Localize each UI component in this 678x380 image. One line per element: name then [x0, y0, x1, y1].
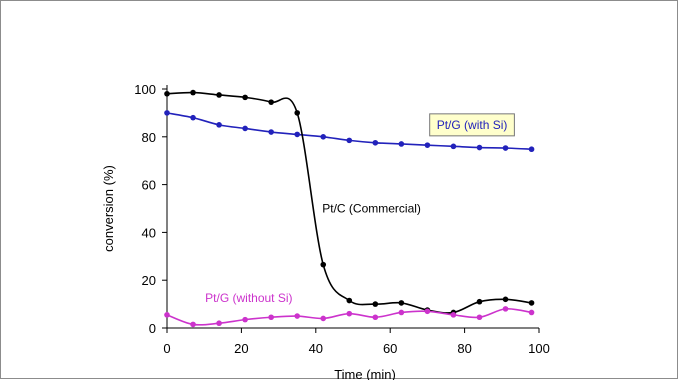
data-point — [476, 144, 483, 151]
data-point — [320, 261, 327, 268]
y-tick-label: 60 — [142, 178, 156, 193]
data-point — [476, 314, 483, 321]
data-point — [372, 139, 379, 146]
series-label-text: Pt/G (without Si) — [205, 291, 292, 305]
data-point — [320, 134, 327, 140]
axes: 0 20 40 60 80 100 0 20 40 60 80 100 — [134, 82, 550, 356]
data-point — [164, 312, 170, 318]
data-point — [424, 308, 431, 315]
series-label-box — [429, 113, 515, 137]
y-axis-title: conversion (%) — [101, 165, 116, 252]
y-tick-label: 80 — [142, 130, 156, 145]
data-point — [424, 142, 431, 148]
data-point — [346, 310, 353, 317]
series-label-0: Pt/G (with Si) — [429, 113, 515, 137]
x-axis-title: Time (min) — [334, 367, 396, 380]
data-point — [346, 297, 353, 304]
data-point — [528, 300, 535, 306]
data-point — [320, 315, 327, 322]
series-layer — [164, 89, 535, 328]
data-point — [398, 309, 405, 316]
data-point — [450, 312, 457, 318]
x-tick-label: 80 — [457, 341, 471, 356]
y-tick-label: 0 — [149, 321, 156, 336]
data-point — [242, 316, 248, 323]
y-tick-label: 40 — [142, 225, 156, 240]
x-tick-label: 20 — [234, 341, 248, 356]
series-0 — [164, 110, 535, 153]
series-label-1: Pt/C (Commercial) — [322, 202, 421, 216]
x-tick-label: 0 — [163, 341, 170, 356]
data-point — [502, 296, 509, 303]
series-label-2: Pt/G (without Si) — [205, 291, 292, 305]
data-point — [190, 114, 196, 121]
data-point — [242, 94, 248, 101]
series-labels: Pt/G (with Si) Pt/C (Commercial) Pt/G (wit… — [205, 113, 515, 305]
x-tick-label: 60 — [383, 341, 397, 356]
series-label-text: Pt/G (with Si) — [437, 118, 508, 132]
x-tick-label: 40 — [309, 341, 323, 356]
data-point — [242, 125, 248, 132]
data-point — [268, 129, 274, 135]
data-point — [190, 321, 196, 328]
data-point — [164, 110, 170, 116]
data-point — [528, 309, 535, 316]
data-point — [190, 89, 196, 96]
x-tick-label: 100 — [528, 341, 550, 356]
data-point — [398, 141, 405, 147]
series-line — [166, 91, 532, 314]
data-point — [294, 313, 301, 319]
y-tick-label: 100 — [134, 82, 156, 97]
data-point — [372, 301, 379, 307]
data-point — [216, 320, 222, 327]
data-point — [372, 314, 379, 321]
data-point — [502, 145, 509, 151]
data-point — [294, 131, 301, 138]
data-point — [450, 143, 457, 150]
data-point — [268, 99, 274, 105]
data-point — [216, 92, 222, 98]
data-point — [216, 122, 222, 128]
data-point — [268, 314, 274, 321]
series-label-text: Pt/C (Commercial) — [322, 202, 421, 216]
y-tick-label: 20 — [142, 273, 156, 288]
data-point — [346, 137, 353, 144]
data-point — [164, 90, 170, 97]
data-point — [294, 110, 301, 116]
series-2 — [164, 306, 535, 328]
data-point — [398, 300, 405, 306]
data-point — [502, 306, 509, 312]
data-point — [528, 146, 535, 153]
data-point — [476, 298, 483, 305]
